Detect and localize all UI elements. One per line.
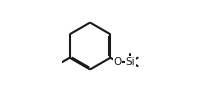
- Text: Si: Si: [126, 57, 135, 67]
- Text: O: O: [113, 57, 122, 67]
